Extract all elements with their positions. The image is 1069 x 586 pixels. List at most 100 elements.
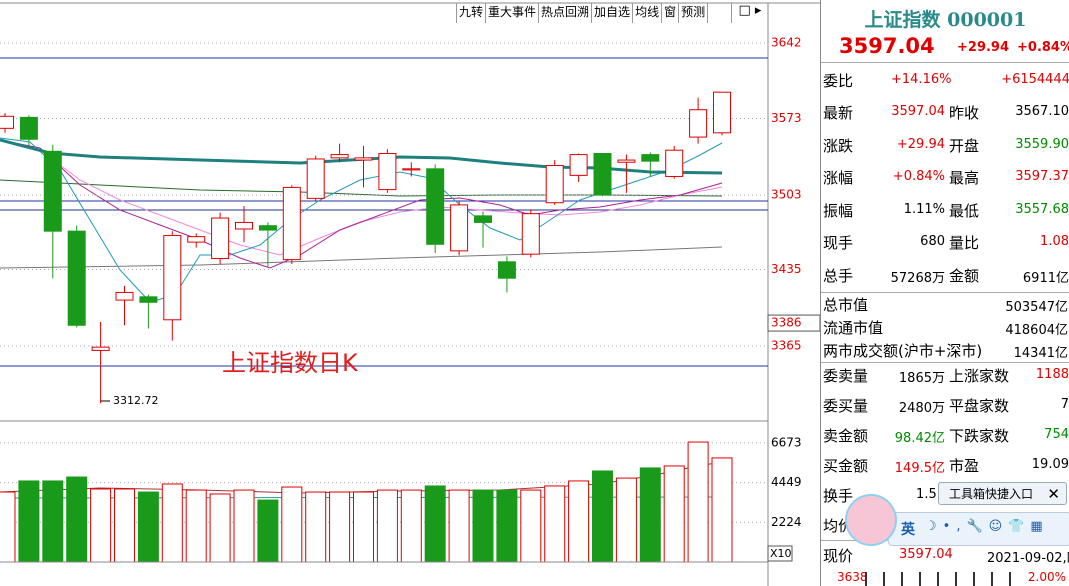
row-value: 3597.37 xyxy=(1015,169,1069,184)
candle-body xyxy=(617,159,636,163)
popup-text: 工具箱快捷入口 xyxy=(949,487,1034,501)
bottom-right: 2.00% xyxy=(1027,570,1066,584)
ime-bar[interactable]: 英 ☽•,🔧☺👕▦ xyxy=(888,512,1069,546)
candle-body xyxy=(378,152,397,191)
candle-body xyxy=(689,109,708,138)
row-label: 委比 xyxy=(823,72,854,90)
row-label: 委买量 xyxy=(823,397,869,415)
volume-bar xyxy=(592,470,613,563)
row-label: 总手 xyxy=(823,266,854,285)
row-value: 98.42亿 xyxy=(894,431,945,446)
bottom-value: 3597.04 xyxy=(899,547,953,562)
popup[interactable]: 工具箱快捷入口 ✕ xyxy=(938,482,1067,505)
row-label: 卖金额 xyxy=(823,427,869,445)
row-label: 下跌家数 xyxy=(949,427,1010,445)
toolbar-button[interactable]: 九转 xyxy=(457,3,487,23)
row-value: 6911亿 xyxy=(1022,270,1069,286)
candle-body xyxy=(474,215,492,223)
panel-title: 上证指数 000001 xyxy=(864,9,1027,31)
volume-bar xyxy=(281,486,303,563)
ime-mode[interactable]: 英 xyxy=(901,522,915,538)
marker-label: 3386 xyxy=(771,316,802,330)
row-label: 平盘家数 xyxy=(949,397,1010,415)
row-label: 委卖量 xyxy=(823,367,869,385)
volume-bar xyxy=(329,491,351,563)
candle-body xyxy=(330,154,349,159)
volume-bar xyxy=(544,485,566,563)
candle-body xyxy=(402,168,421,171)
y-tick-label: 3365 xyxy=(771,339,802,353)
row-value: 503547亿 xyxy=(1005,300,1068,315)
row-value: +29.94 xyxy=(896,136,945,152)
candle-body xyxy=(282,186,301,261)
bottom-left: 3638 xyxy=(837,570,868,584)
row-label: 涨跌 xyxy=(823,136,854,155)
chart-title: 上证指数日K xyxy=(222,349,359,377)
candle-body xyxy=(67,230,86,326)
low-label: 3312.72 xyxy=(113,394,159,407)
volume-bar xyxy=(496,489,518,563)
volume-bar xyxy=(353,491,374,563)
row-label: 换手 xyxy=(823,487,854,505)
change-pct: +0.84% xyxy=(1017,40,1069,55)
candle-body xyxy=(450,204,469,252)
row-label: 买金额 xyxy=(823,457,869,475)
candle-body xyxy=(713,91,731,134)
row-label: 最低 xyxy=(949,201,980,220)
toolbar-button[interactable]: 重大事件 xyxy=(486,3,540,23)
row-value: 2480万 xyxy=(898,401,945,416)
row-value: 57268万 xyxy=(890,270,945,286)
multiplier-box xyxy=(767,545,793,562)
price: 3597.04 xyxy=(839,34,935,58)
bottom-date: 2021-09-02,四 xyxy=(987,551,1069,566)
volume-bar xyxy=(90,488,112,563)
volume-bar xyxy=(66,476,88,563)
toolbar-button[interactable]: 加自选 xyxy=(592,3,634,23)
ime-icons[interactable]: ☽•,🔧☺👕▦ xyxy=(925,519,1049,534)
row-label: 涨幅 xyxy=(823,169,854,187)
row-value: 14341亿 xyxy=(1013,346,1068,361)
volume-bar xyxy=(568,480,590,563)
candle-body xyxy=(354,157,373,161)
toolbar-button[interactable]: 窗 xyxy=(662,3,680,23)
row-label: 振幅 xyxy=(823,201,854,220)
row-value: 418604亿 xyxy=(1005,323,1068,338)
volume-bar xyxy=(663,465,685,563)
toolbar-button[interactable]: 均线 xyxy=(633,3,663,23)
row-value: 19.09 xyxy=(1031,457,1069,472)
volume-bar xyxy=(687,441,709,563)
close-button[interactable]: ✕ xyxy=(1047,485,1060,503)
row-value: 3557.68 xyxy=(1015,201,1069,217)
row-label: 两市成交额(沪市+深市) xyxy=(823,342,983,360)
row-label: 总市值 xyxy=(823,296,869,314)
row-value: +14.16% xyxy=(891,72,952,87)
toolbar-button[interactable]: 热点回溯 xyxy=(539,3,593,23)
ime-avatar[interactable] xyxy=(845,494,897,546)
volume-bar xyxy=(185,489,207,563)
volume-bar xyxy=(42,480,64,563)
row-value: 1188 xyxy=(1035,367,1069,382)
bottom-label: 现价 xyxy=(823,547,854,565)
candle-body xyxy=(43,150,62,232)
candle-body xyxy=(139,296,158,303)
toolbar-button[interactable]: 预测 xyxy=(679,3,709,23)
candle-body xyxy=(115,291,134,301)
row-value: 7 xyxy=(1060,397,1069,412)
row-value: 1.11% xyxy=(903,201,945,217)
volume-bar xyxy=(209,493,231,563)
volume-bar xyxy=(0,491,16,563)
candle-body xyxy=(521,213,540,255)
row-value: +0.84% xyxy=(892,169,945,184)
y-tick-label: 3435 xyxy=(771,262,802,276)
row-value: 1.51 xyxy=(916,487,945,502)
y-tick-label: 6673 xyxy=(771,435,802,449)
candle-body xyxy=(426,168,445,245)
toolbar-icons[interactable]: □ ▸ xyxy=(731,3,768,23)
row-label: 流通市值 xyxy=(823,319,884,337)
divider xyxy=(821,62,1069,63)
volume-bar xyxy=(114,488,135,563)
candle-body xyxy=(0,115,14,129)
row-value: 1.08 xyxy=(1040,234,1069,249)
row-value: 3559.90 xyxy=(1015,136,1069,152)
